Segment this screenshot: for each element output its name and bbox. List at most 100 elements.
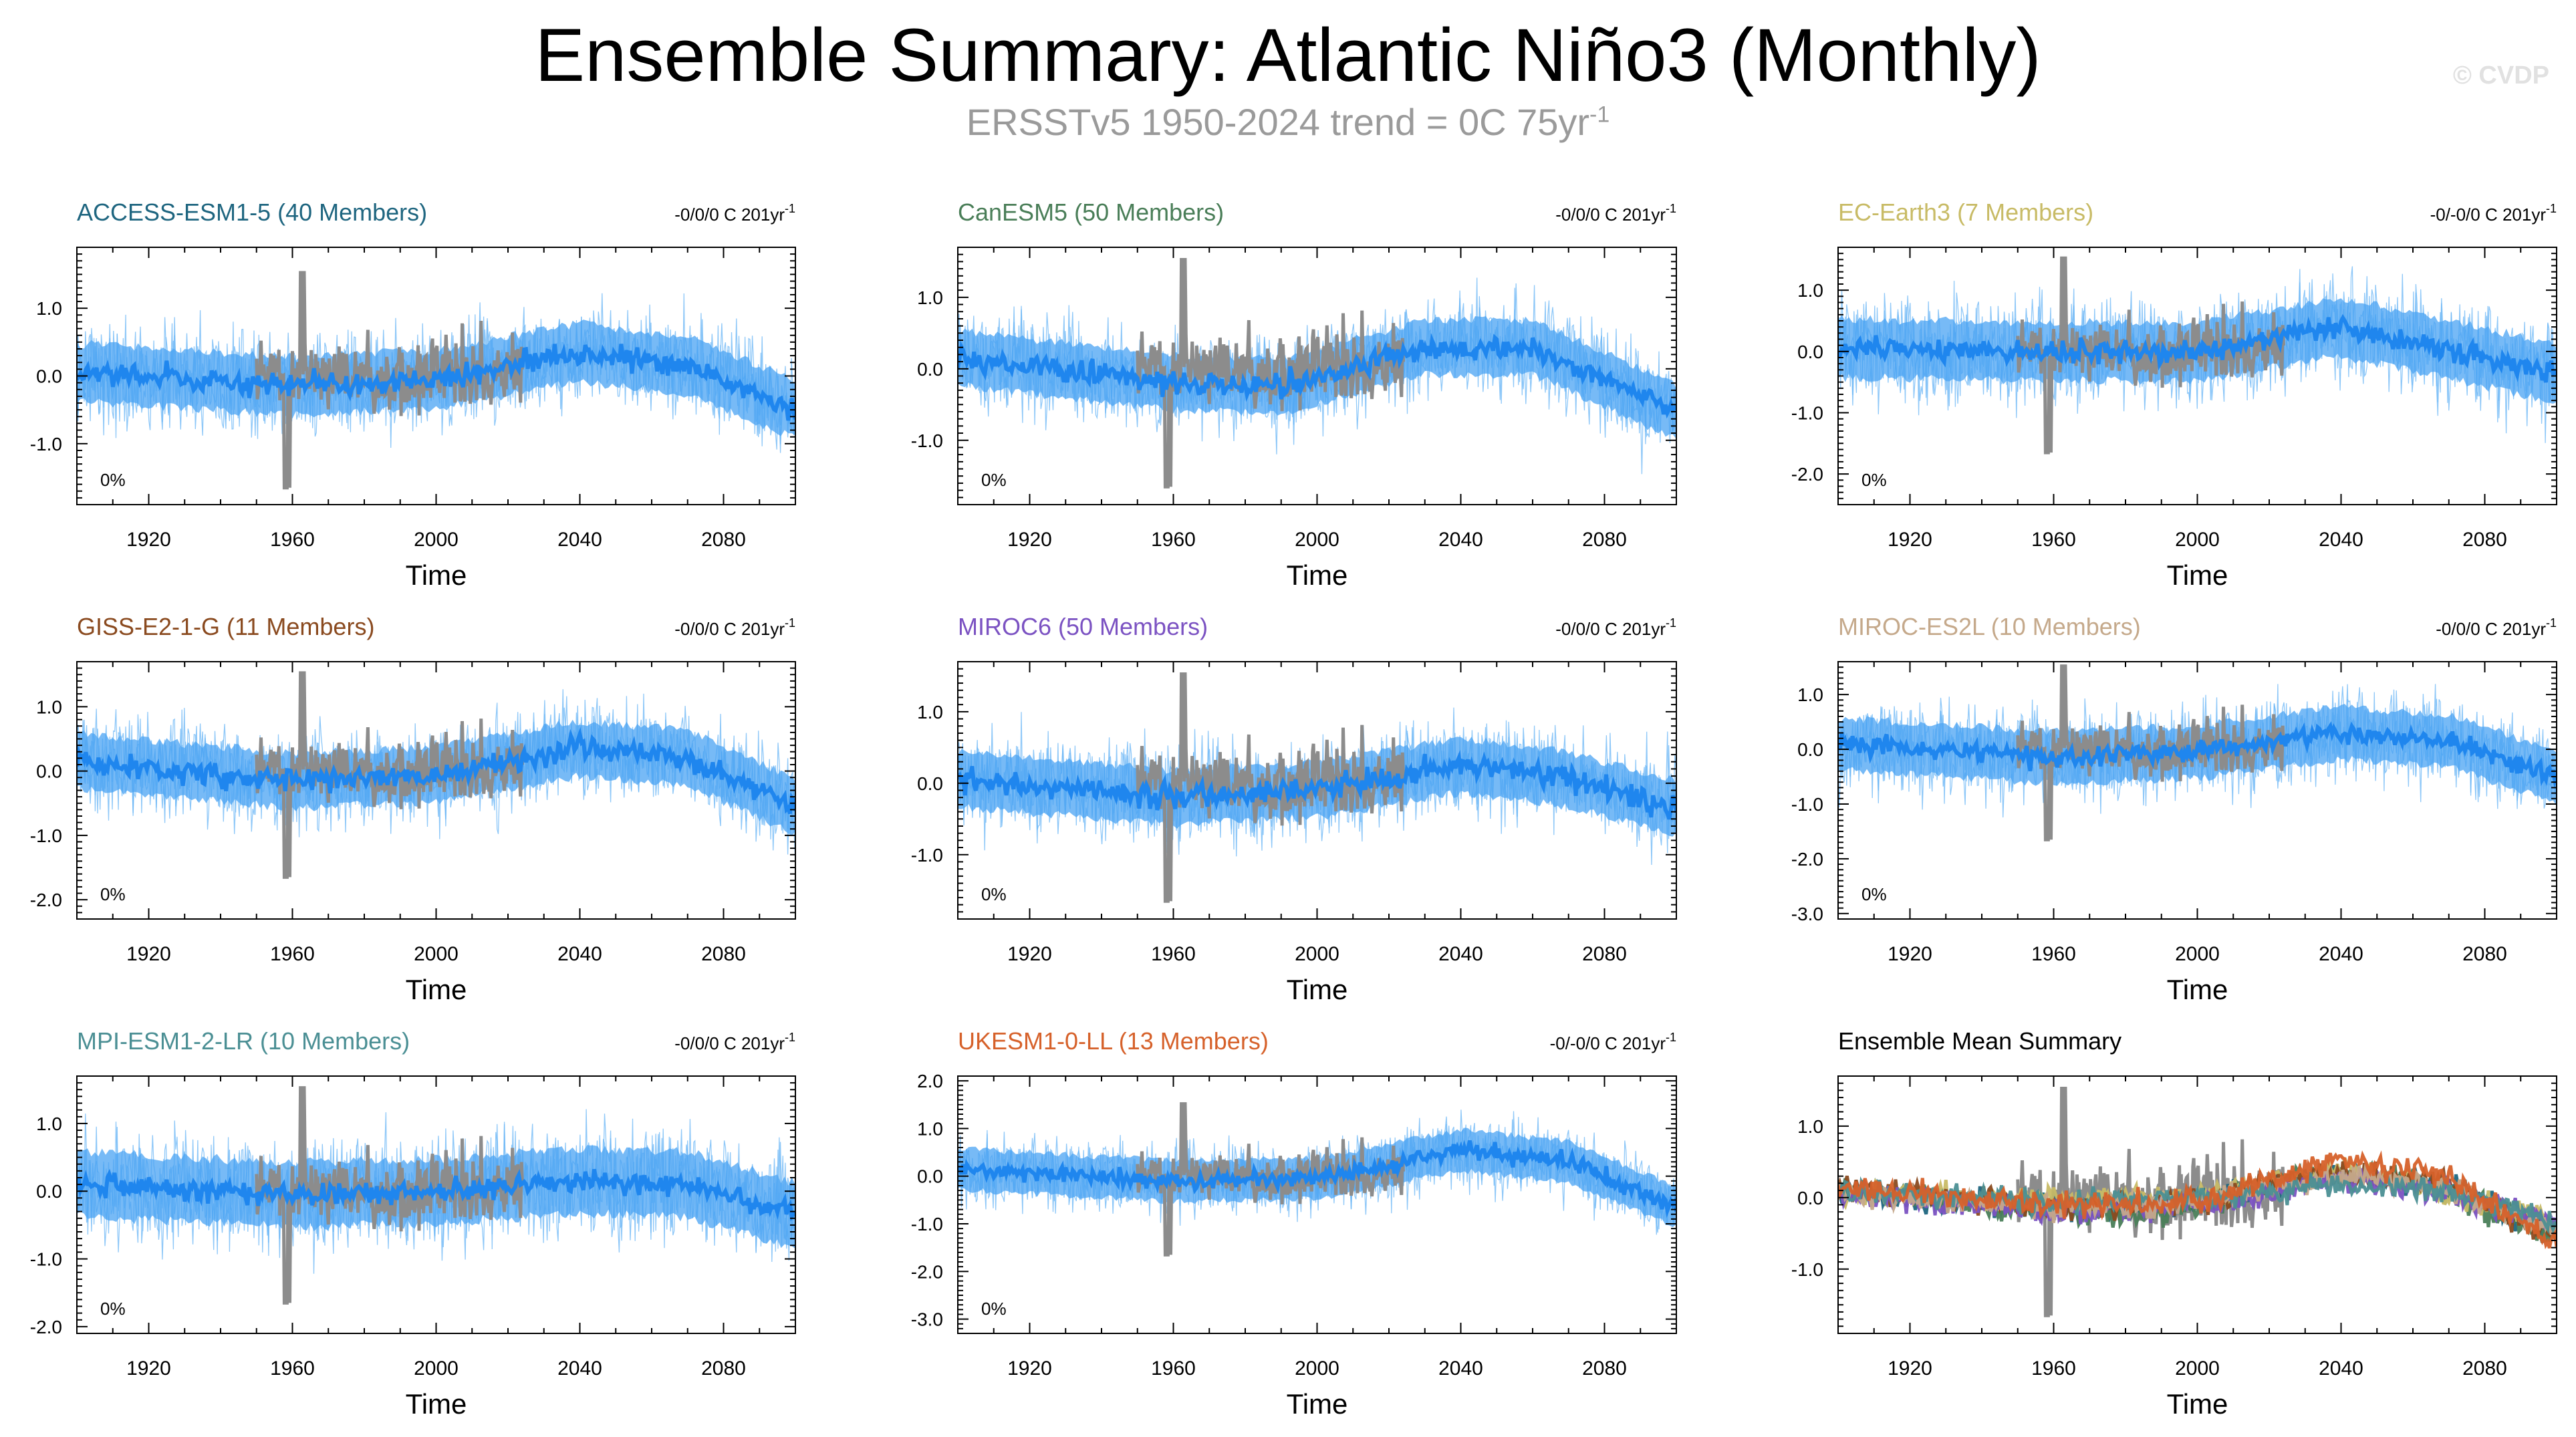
x-tick-label: 2040: [1438, 1357, 1483, 1380]
plot-data: [1838, 256, 2557, 454]
panel-title: MPI-ESM1-2-LR (10 Members): [77, 1027, 410, 1055]
x-tick-label: 2080: [2462, 943, 2507, 965]
y-tick-label: 1.0: [917, 287, 943, 308]
y-tick-label: 0.0: [917, 359, 943, 380]
series-line-ukesm1-0-ll: [1838, 1150, 2557, 1250]
x-tick-label: 1920: [1888, 943, 1932, 965]
x-axis-label: Time: [406, 974, 467, 1005]
subtitle-superscript: -1: [1589, 102, 1610, 128]
percent-label: 0%: [981, 470, 1007, 490]
x-tick-label: 2000: [1295, 943, 1339, 965]
panel-title: CanESM5 (50 Members): [958, 199, 1224, 226]
x-tick-label: 2080: [2462, 529, 2507, 551]
x-tick-label: 2080: [701, 1357, 746, 1380]
ensemble-mean-line: [77, 343, 795, 421]
trend-label: -0/0/0 C 201yr-1: [2436, 616, 2557, 639]
x-tick-label: 1960: [270, 529, 315, 551]
trend-superscript: -1: [1666, 616, 1676, 630]
trend-value: -0/0/0 C 201yr: [1555, 619, 1666, 639]
ensemble-spread: [77, 1145, 795, 1249]
y-tick-label: -2.0: [30, 890, 62, 910]
ensemble-mean-line: [77, 1168, 795, 1222]
y-tick-label: -3.0: [1791, 904, 1823, 924]
x-tick-label: 2080: [1582, 943, 1627, 965]
x-tick-label: 2000: [1295, 529, 1339, 551]
x-tick-label: 2000: [414, 529, 459, 551]
y-tick-label: -1.0: [1791, 794, 1823, 815]
x-axis-label: Time: [2167, 1388, 2228, 1420]
ensemble-mean-line: [1838, 721, 2557, 788]
y-tick-label: 1.0: [1797, 1116, 1823, 1137]
plot-data: [77, 1086, 795, 1305]
ensemble-mean-line: [1838, 313, 2557, 383]
y-tick-label: 1.0: [36, 298, 62, 319]
page-subtitle: ERSSTv5 1950-2024 trend = 0C 75yr-1: [0, 100, 2576, 144]
x-tick-label: 2040: [557, 1357, 602, 1380]
watermark: © CVDP: [2452, 61, 2549, 90]
panel-title: MIROC6 (50 Members): [958, 613, 1208, 640]
ensemble-mean-line: [958, 1140, 1676, 1218]
ensemble-mean-line: [958, 333, 1676, 419]
y-tick-label: 0.0: [917, 773, 943, 794]
y-tick-label: 0.0: [917, 1166, 943, 1187]
y-tick-label: -1.0: [30, 1249, 62, 1270]
percent-label: 0%: [100, 470, 126, 490]
percent-label: 0%: [981, 1299, 1007, 1319]
y-tick-label: 0.0: [1797, 1188, 1823, 1208]
percent-label: 0%: [1861, 470, 1887, 490]
plot-frame: [957, 1075, 1677, 1334]
x-tick-label: 2080: [1582, 529, 1627, 551]
x-tick-label: 1920: [126, 943, 171, 965]
plot-data: [1838, 664, 2557, 841]
panel-8: UKESM1-0-LL (13 Members) -0/-0/0 C 201yr-…: [911, 1027, 1677, 1420]
y-tick-label: -1.0: [911, 430, 943, 451]
y-tick-label: 1.0: [36, 1114, 62, 1134]
y-tick-label: -1.0: [30, 434, 62, 454]
trend-superscript: -1: [1666, 1031, 1676, 1044]
x-tick-label: 2040: [557, 529, 602, 551]
x-axis-label: Time: [406, 559, 467, 591]
plot-data: [958, 672, 1676, 903]
trend-label: -0/0/0 C 201yr-1: [1555, 202, 1676, 225]
x-tick-label: 2000: [1295, 1357, 1339, 1380]
x-axis-label: Time: [2167, 559, 2228, 591]
trend-value: -0/0/0 C 201yr: [674, 1033, 785, 1053]
y-tick-label: 0.0: [1797, 739, 1823, 760]
panel-title: UKESM1-0-LL (13 Members): [958, 1027, 1269, 1055]
percent-label: 0%: [1861, 884, 1887, 904]
trend-value: -0/0/0 C 201yr: [1555, 205, 1666, 225]
x-tick-label: 2040: [2319, 529, 2363, 551]
panel-title: ACCESS-ESM1-5 (40 Members): [77, 199, 427, 226]
trend-label: -0/0/0 C 201yr-1: [674, 616, 795, 639]
y-tick-label: -2.0: [30, 1317, 62, 1337]
x-axis-label: Time: [406, 1388, 467, 1420]
plot-frame: [1837, 661, 2557, 920]
panel-9: Ensemble Mean Summary 1920 1960 2000 2040 208…: [1791, 1027, 2557, 1420]
trend-superscript: -1: [2546, 202, 2557, 215]
panel-6: MIROC-ES2L (10 Members) -0/0/0 C 201yr-1 1…: [1791, 613, 2557, 1005]
y-tick-label: -2.0: [1791, 849, 1823, 870]
x-tick-label: 2080: [701, 943, 746, 965]
y-tick-label: -2.0: [911, 1261, 943, 1282]
y-tick-label: 1.0: [917, 702, 943, 723]
panel-title: EC-Earth3 (7 Members): [1838, 199, 2093, 226]
x-tick-label: 1960: [270, 1357, 315, 1380]
plot-data: [1838, 1086, 2557, 1317]
trend-label: -0/-0/0 C 201yr-1: [2430, 202, 2557, 225]
observations-line: [2016, 664, 2285, 841]
trend-superscript: -1: [785, 616, 795, 630]
x-axis-label: Time: [1287, 559, 1348, 591]
y-tick-label: 1.0: [36, 696, 62, 717]
x-tick-label: 1960: [270, 943, 315, 965]
x-tick-label: 1960: [1151, 943, 1196, 965]
x-tick-label: 2080: [2462, 1357, 2507, 1380]
y-tick-label: -1.0: [30, 825, 62, 846]
x-tick-label: 1920: [1888, 529, 1932, 551]
x-tick-label: 1920: [126, 1357, 171, 1380]
percent-label: 0%: [100, 1299, 126, 1319]
x-tick-label: 1920: [126, 529, 171, 551]
ensemble-mean-line: [77, 727, 795, 815]
panel-7: MPI-ESM1-2-LR (10 Members) -0/0/0 C 201yr…: [30, 1027, 796, 1420]
percent-label: 0%: [100, 884, 126, 904]
x-tick-label: 1960: [2031, 943, 2076, 965]
